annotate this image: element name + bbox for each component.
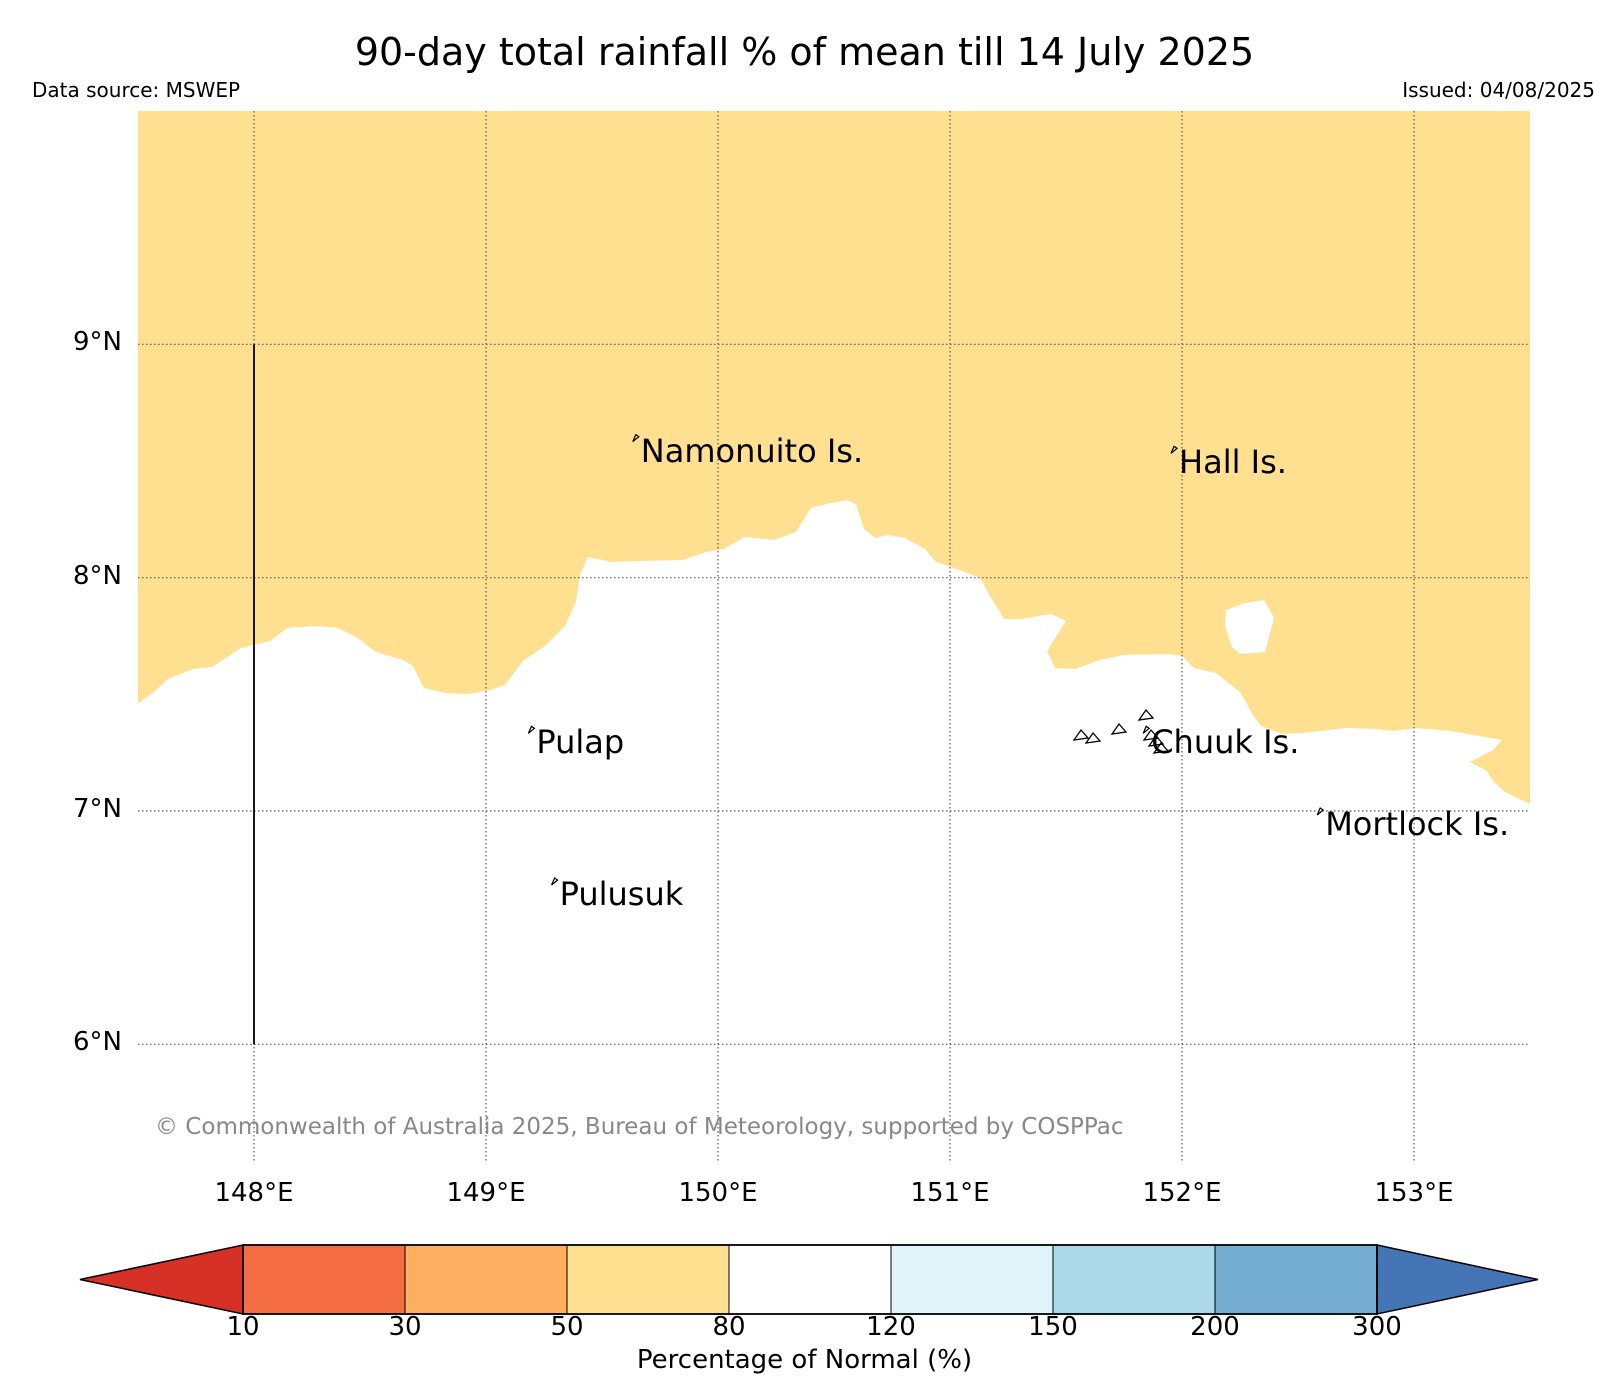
island-label: Namonuito Is. <box>640 431 864 470</box>
colorbar-tick-label: 120 <box>866 1312 916 1342</box>
island-label: Chuuk Is. <box>1151 723 1300 762</box>
island-marker <box>1142 725 1151 734</box>
colorbar-segment <box>404 1244 568 1315</box>
colorbar-segment <box>890 1244 1054 1315</box>
lat-tick-label: 7°N <box>73 794 122 824</box>
island-label: Mortlock Is. <box>1325 805 1510 843</box>
island-marker <box>632 433 640 443</box>
islet-outline <box>1152 741 1170 754</box>
lon-tick-label: 152°E <box>1142 1178 1222 1208</box>
colorbar-segment <box>566 1244 730 1315</box>
island-marker <box>527 725 536 734</box>
legend-title: Percentage of Normal (%) <box>636 1345 973 1375</box>
lon-tick-label: 149°E <box>446 1178 526 1208</box>
island-marker <box>1170 445 1179 454</box>
lon-tick-label: 151°E <box>910 1178 990 1208</box>
island-label: Pulusuk <box>559 875 684 913</box>
colorbar-tick-label: 30 <box>388 1312 422 1342</box>
data-source-label: Data source: MSWEP <box>32 78 241 102</box>
colorbar-segment <box>1214 1244 1378 1315</box>
lat-tick-label: 8°N <box>73 560 122 591</box>
islet-outline <box>1137 708 1155 721</box>
lat-tick-label: 9°N <box>73 327 122 358</box>
colorbar-tick-label: 50 <box>550 1312 584 1342</box>
colorbar-tick-label: 80 <box>712 1312 746 1342</box>
rainfall-region-hole <box>1225 600 1274 654</box>
island-label: Pulap <box>536 723 625 762</box>
lon-tick-label: 148°E <box>214 1178 294 1208</box>
colorbar-segment <box>728 1244 892 1315</box>
colorbar-segment <box>242 1244 406 1315</box>
colorbar-tick-label: 300 <box>1352 1312 1402 1342</box>
colorbar-tick-label: 10 <box>226 1312 260 1342</box>
islet-outline <box>1084 731 1102 744</box>
islet-outline <box>1110 722 1128 735</box>
colorbar-tick-label: 200 <box>1190 1312 1240 1342</box>
island-marker <box>1316 807 1325 816</box>
copyright-notice: © Commonwealth of Australia 2025, Bureau… <box>155 1114 1124 1140</box>
colorbar-outline <box>242 1244 1378 1315</box>
islet-outline <box>1142 728 1160 741</box>
island-label: Hall Is. <box>1179 443 1287 482</box>
colorbar-segment <box>1052 1244 1216 1315</box>
islet-outline <box>1147 734 1165 747</box>
map-title: 90-day total rainfall % of mean till 14 … <box>354 30 1255 74</box>
lon-tick-label: 153°E <box>1374 1178 1454 1208</box>
lon-tick-label: 150°E <box>678 1178 758 1208</box>
island-marker <box>551 877 559 886</box>
colorbar-arrow-low <box>79 1244 244 1315</box>
islet-outline <box>1072 728 1090 741</box>
colorbar-arrow-high <box>1376 1244 1539 1315</box>
lat-tick-label: 6°N <box>73 1027 122 1058</box>
issued-date-label: Issued: 04/08/2025 <box>1402 78 1595 102</box>
colorbar-tick-label: 150 <box>1028 1312 1078 1342</box>
